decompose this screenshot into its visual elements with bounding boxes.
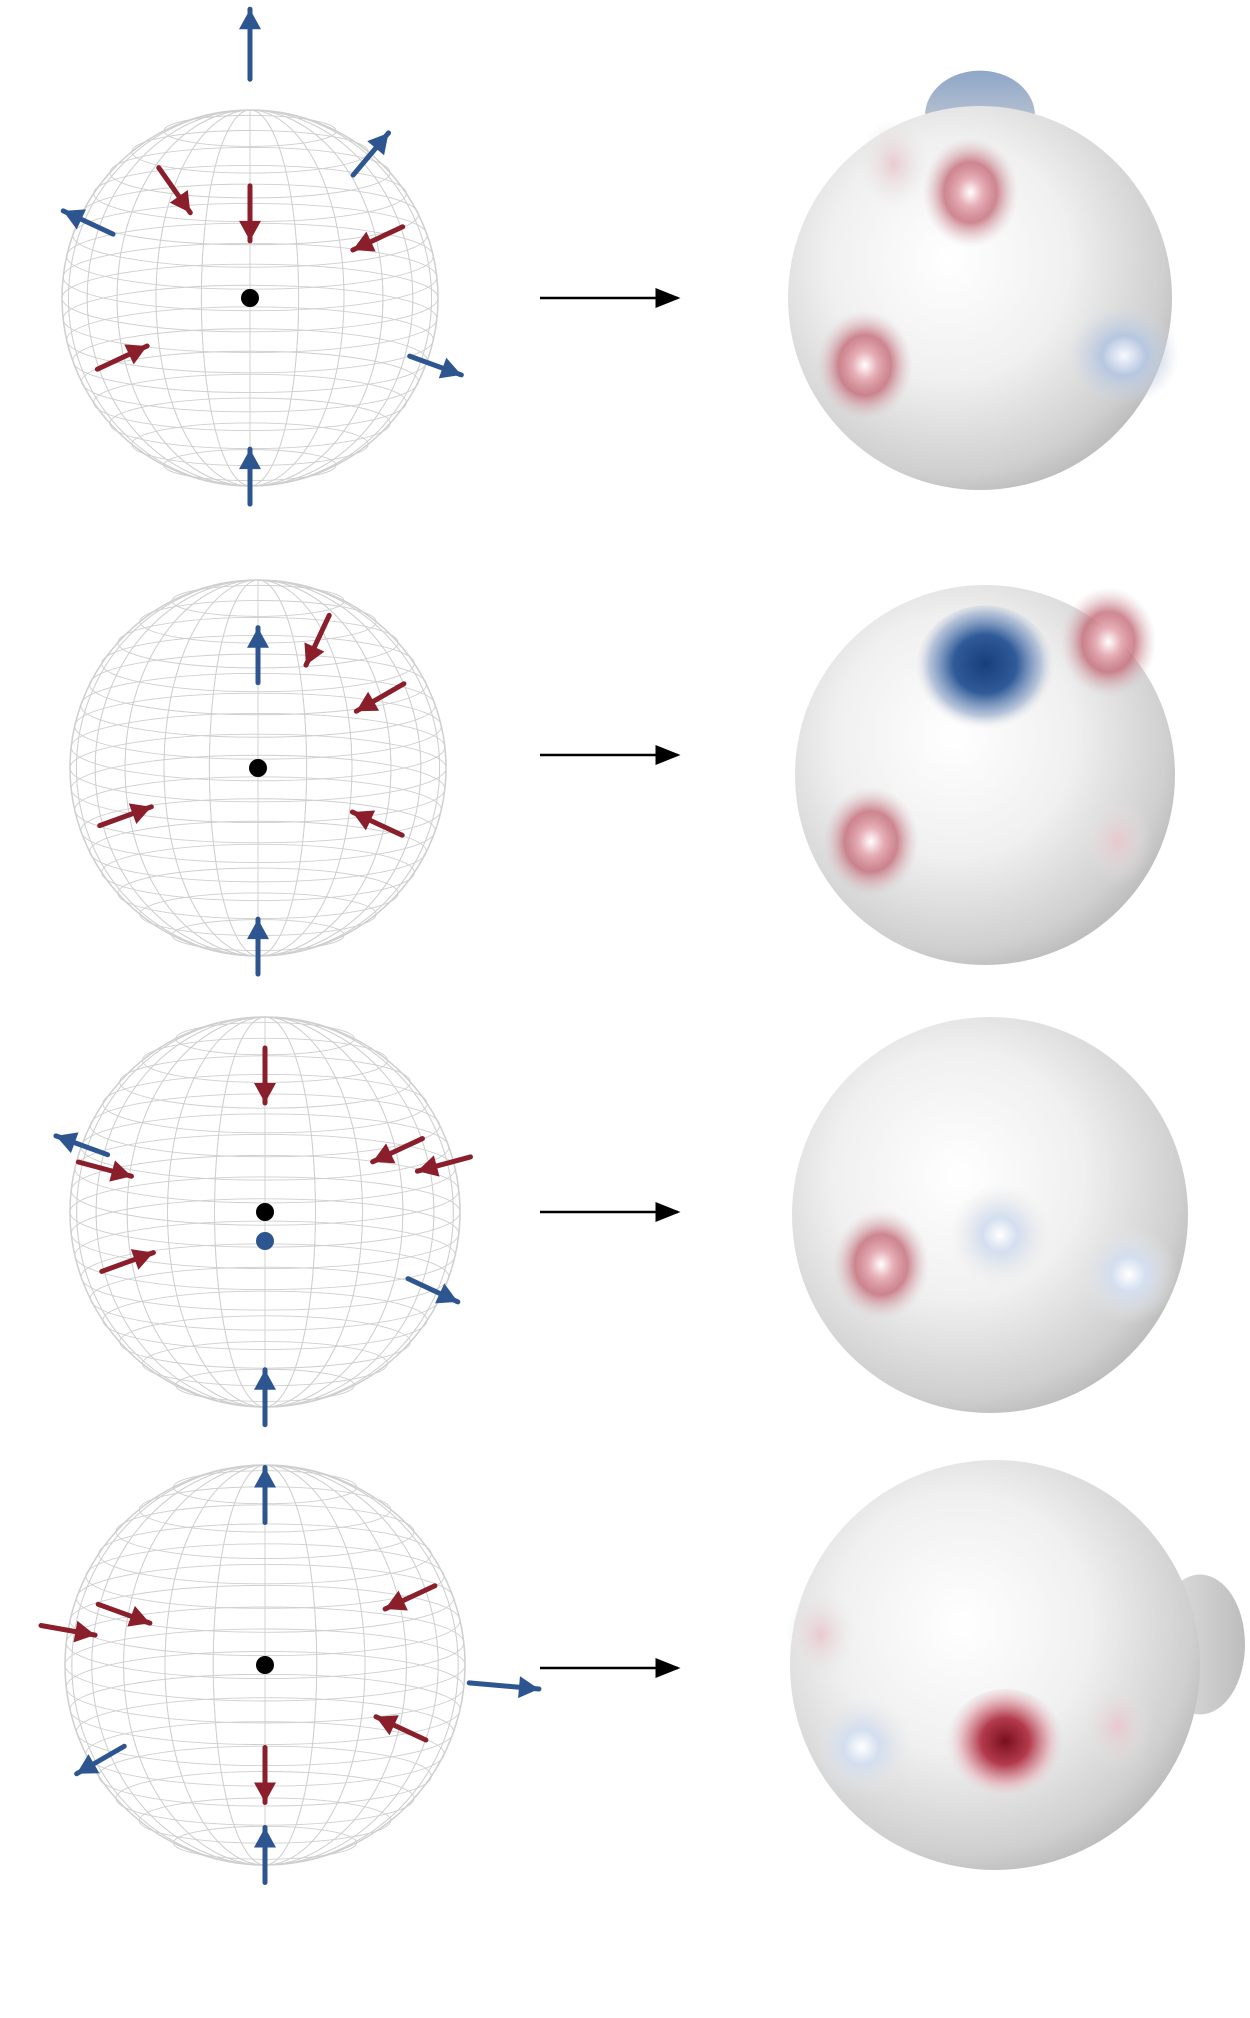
negative-vector-arrow [100, 803, 152, 825]
red-surface-feature [786, 1589, 856, 1679]
red-surface-feature [1083, 1682, 1153, 1772]
diagram-row-2 [70, 580, 1175, 974]
vector-sphere [62, 9, 461, 504]
center-dot [241, 289, 259, 307]
negative-vector-arrow [254, 1748, 276, 1803]
surface-body [790, 1460, 1200, 1870]
negative-vector-arrow [98, 1604, 150, 1626]
blue-surface-feature [1079, 1224, 1179, 1324]
negative-vector-arrow [304, 615, 329, 665]
negative-vector-arrow [385, 1586, 435, 1611]
negative-vector-arrow [239, 186, 261, 241]
deformed-surface [788, 71, 1179, 490]
positive-vector-arrow [239, 449, 261, 504]
blue-surface-feature [950, 1185, 1050, 1285]
red-surface-feature [859, 119, 929, 209]
center-dot [256, 1656, 274, 1674]
negative-vector-arrow [41, 1621, 95, 1643]
red-surface-feature [833, 1210, 929, 1320]
blue-surface-feature [915, 606, 1055, 736]
diagram-row-4 [41, 1460, 1245, 1883]
positive-vector-arrow [247, 919, 269, 974]
offset-dot [256, 1232, 274, 1250]
red-surface-feature [817, 310, 913, 420]
red-surface-feature [1083, 797, 1153, 887]
positive-vector-arrow [254, 1828, 276, 1883]
diagram-row-3 [56, 1017, 1188, 1425]
blue-surface-feature [812, 1697, 912, 1797]
negative-vector-arrow [417, 1155, 470, 1176]
positive-vector-arrow [254, 1468, 276, 1523]
diagram-row-1 [62, 9, 1179, 504]
negative-vector-arrow [356, 684, 404, 712]
deformed-surface [792, 1017, 1188, 1413]
vector-sphere [70, 580, 446, 974]
positive-vector-arrow [469, 1676, 539, 1698]
red-surface-feature [922, 137, 1018, 247]
center-dot [256, 1203, 274, 1221]
positive-vector-arrow [254, 1370, 276, 1425]
vector-sphere [56, 1017, 471, 1425]
positive-vector-arrow [353, 133, 388, 175]
red-surface-feature [823, 787, 919, 897]
deformed-surface [795, 585, 1175, 965]
deformed-surface [786, 1460, 1245, 1870]
positive-vector-arrow [410, 356, 462, 378]
positive-vector-arrow [247, 628, 269, 683]
center-dot [249, 759, 267, 777]
negative-vector-arrow [102, 1249, 154, 1271]
negative-vector-arrow [352, 810, 402, 835]
positive-vector-arrow [239, 9, 261, 79]
blue-surface-feature [1069, 306, 1179, 406]
red-surface-feature [945, 1689, 1065, 1805]
red-surface-feature [1061, 587, 1157, 697]
vector-sphere [41, 1465, 539, 1883]
